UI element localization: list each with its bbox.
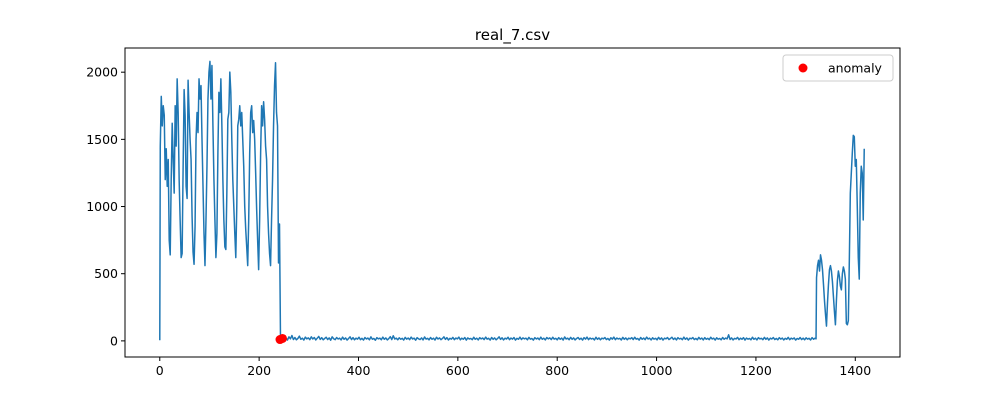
x-tick-label: 400	[347, 363, 371, 378]
plot-area	[159, 60, 865, 345]
y-tick-label: 0	[110, 333, 118, 348]
series-line	[159, 60, 865, 341]
legend: anomaly	[782, 54, 894, 82]
legend-box	[782, 54, 894, 82]
y-tick-label: 500	[94, 266, 118, 281]
y-tick-label: 1000	[86, 199, 118, 214]
x-tick-label: 800	[545, 363, 569, 378]
x-tick-label: 1200	[740, 363, 772, 378]
y-tick-label: 2000	[86, 65, 118, 80]
chart-title: real_7.csv	[475, 26, 550, 45]
y-tick-label: 1500	[86, 132, 118, 147]
x-tick-label: 0	[156, 363, 164, 378]
legend-anomaly-marker	[798, 63, 808, 73]
plot-frame	[124, 47, 901, 358]
x-tick-label: 600	[446, 363, 470, 378]
axes: 0 200 400 600 800 1000 1200 1400 0 500 1000 1500 200…	[86, 65, 871, 378]
x-tick-label: 1400	[839, 363, 871, 378]
x-tick-label: 1000	[641, 363, 673, 378]
x-tick-label: 200	[247, 363, 271, 378]
legend-anomaly-label: anomaly	[828, 61, 883, 76]
anomaly-point	[277, 333, 287, 343]
